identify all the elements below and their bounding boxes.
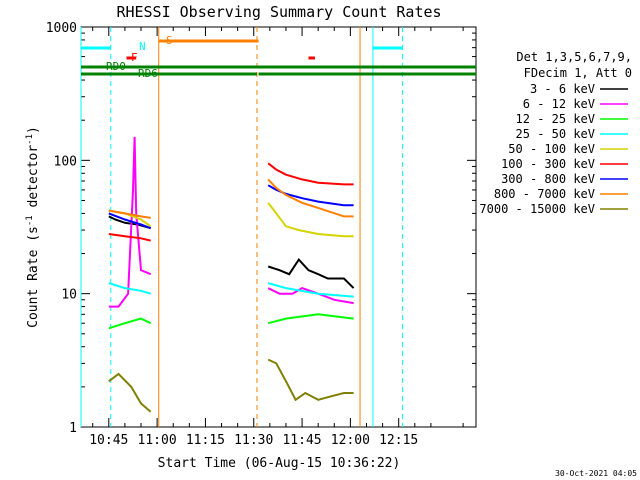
y-axis-label-sup2: -1 — [25, 134, 35, 145]
plot-area: 1 10 100 1000 10:45 11:00 11:15 11:30 11:45 12:00… — [46, 21, 477, 448]
x-axis-label: Start Time (06-Aug-15 10:36:22) — [158, 456, 401, 471]
x-tick-label: 11:15 — [186, 433, 225, 448]
flare-label: F — [131, 51, 138, 64]
y-tick-label: 1000 — [46, 21, 77, 36]
y-axis-label: Count Rate (s-1 detector-1) — [25, 126, 41, 328]
legend-label: 25 - 50 keV — [516, 127, 595, 141]
saa-label: S — [166, 34, 173, 47]
y-axis-label-mid: detector — [26, 145, 41, 216]
series-line-6-seg2 — [267, 162, 354, 186]
chart-title: RHESSI Observing Summary Count Rates — [116, 3, 441, 21]
legend-label: 12 - 25 keV — [516, 112, 595, 126]
series-line-2-seg1 — [108, 136, 152, 308]
night-label: N — [139, 40, 146, 53]
x-tick-label: 10:45 — [89, 433, 128, 448]
series-line-2-seg2 — [267, 287, 354, 305]
legend-label: 50 - 100 keV — [508, 142, 595, 156]
rd6-label: RD6 — [138, 67, 158, 80]
x-tick-label: 11:45 — [282, 433, 321, 448]
x-tick-label: 12:00 — [331, 433, 370, 448]
legend-label: 100 - 300 keV — [501, 157, 595, 171]
y-axis-label-end: ) — [26, 126, 41, 134]
footer-date: 30-Oct-2021 04:05 — [555, 469, 637, 478]
y-tick-label: 100 — [54, 154, 77, 169]
y-axis-label-main: Count Rate (s — [26, 226, 41, 328]
series-line-8-seg2 — [267, 178, 354, 218]
y-tick-label: 1 — [69, 421, 77, 436]
series-line-9-seg1 — [108, 372, 152, 413]
series-line-5-seg2 — [267, 202, 354, 238]
legend-label: 3 - 6 keV — [530, 82, 595, 96]
series-line-9-seg2 — [267, 358, 354, 402]
x-tick-label: 12:15 — [379, 433, 418, 448]
y-tick-label: 10 — [61, 288, 77, 303]
x-tick-label: 11:30 — [234, 433, 273, 448]
legend-label: 6 - 12 keV — [523, 97, 595, 111]
series-line-4-seg1 — [108, 282, 151, 295]
legend-label: 7000 - 15000 keV — [479, 202, 595, 216]
series-line-3-seg2 — [267, 313, 354, 325]
series-line-6-seg1 — [108, 233, 151, 242]
series-line-7-seg2 — [267, 184, 354, 207]
rd0-label: RD0 — [106, 60, 126, 73]
legend-label: 300 - 800 keV — [501, 172, 595, 186]
series-line-3-seg1 — [108, 317, 152, 330]
legend-label: 800 - 7000 keV — [494, 187, 595, 201]
legend-header-line1: Det 1,3,5,6,7,9, — [516, 50, 632, 64]
series-line-1-seg2 — [267, 257, 355, 289]
x-tick-label: 11:00 — [138, 433, 177, 448]
legend: Det 1,3,5,6,7,9, FDecim 1, Att 0 3 - 6 k… — [479, 50, 632, 216]
y-axis-label-sup1: -1 — [25, 215, 35, 226]
series-line-7-seg1 — [108, 212, 152, 230]
legend-header-line2: FDecim 1, Att 0 — [524, 66, 632, 80]
series-line-8-seg1 — [108, 209, 151, 219]
series-line-4-seg2 — [267, 282, 354, 298]
